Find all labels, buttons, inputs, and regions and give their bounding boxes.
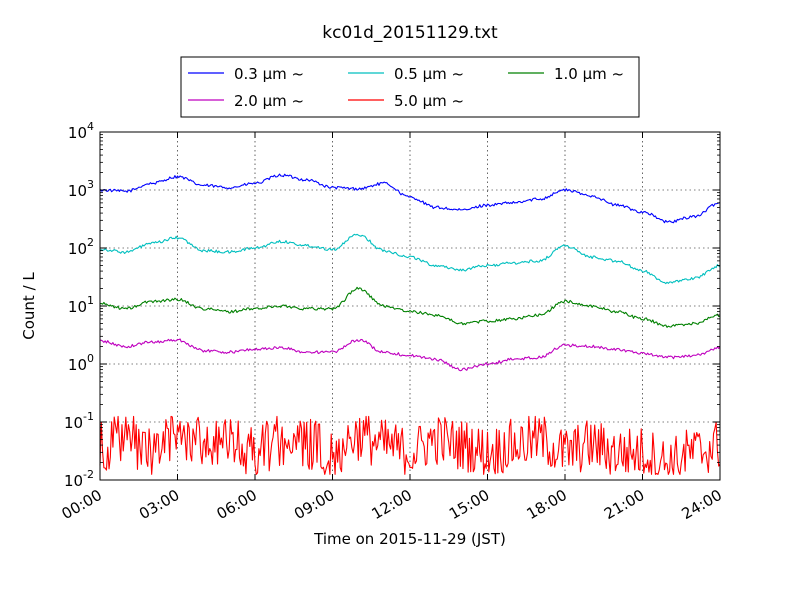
legend-label: 1.0 μm ~ xyxy=(554,65,624,83)
ticks xyxy=(99,131,721,481)
y-tick-label: 10-1 xyxy=(64,410,94,432)
series-line xyxy=(99,173,721,224)
y-tick-labels: 10-2 10-1 100 101 102 103 104 xyxy=(64,120,94,490)
y-tick-label: 102 xyxy=(68,236,94,258)
series-line xyxy=(99,286,721,328)
series-lines xyxy=(99,173,721,475)
y-tick-label: 103 xyxy=(68,178,94,200)
series-line xyxy=(99,233,721,285)
series-line xyxy=(99,338,721,372)
legend: 0.3 μm ~ 0.5 μm ~ 1.0 μm ~ 2.0 μm ~ 5.0 μm ~ xyxy=(180,56,640,118)
y-tick-label: 100 xyxy=(68,352,94,374)
y-tick-label: 104 xyxy=(68,120,94,142)
y-axis-label: Count / L xyxy=(20,272,38,340)
legend-label: 5.0 μm ~ xyxy=(394,92,464,110)
legend-frame xyxy=(180,56,640,118)
y-tick-label: 101 xyxy=(68,294,94,316)
legend-label: 2.0 μm ~ xyxy=(234,92,304,110)
legend-label: 0.3 μm ~ xyxy=(234,65,304,83)
x-axis-label: Time on 2015-11-29 (JST) xyxy=(313,530,506,548)
series-line xyxy=(99,415,721,475)
legend-label: 0.5 μm ~ xyxy=(394,65,464,83)
y-tick-label: 10-2 xyxy=(64,468,94,490)
chart-title: kc01d_20151129.txt xyxy=(322,23,498,43)
